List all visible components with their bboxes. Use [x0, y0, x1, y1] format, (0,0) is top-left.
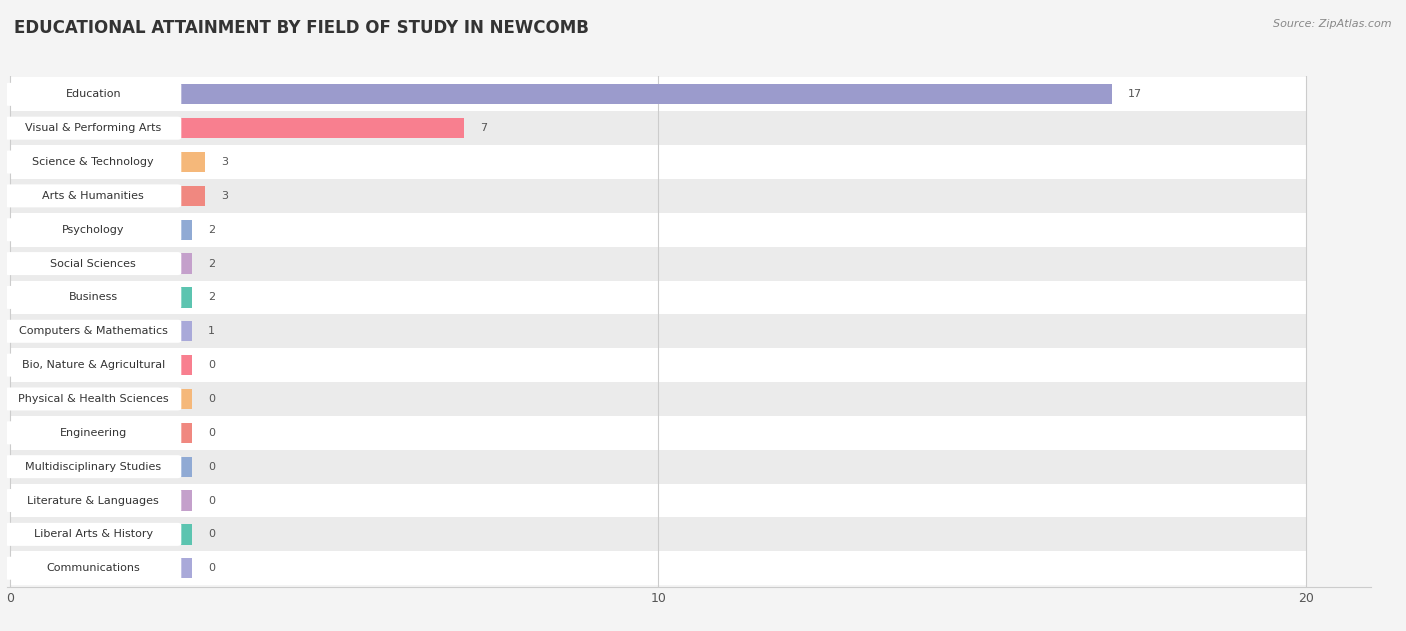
- Text: Liberal Arts & History: Liberal Arts & History: [34, 529, 153, 540]
- Text: Computers & Mathematics: Computers & Mathematics: [18, 326, 167, 336]
- Text: 17: 17: [1128, 90, 1142, 99]
- Text: Education: Education: [66, 90, 121, 99]
- FancyBboxPatch shape: [10, 111, 1306, 145]
- FancyBboxPatch shape: [10, 314, 1306, 348]
- Bar: [10, 186, 205, 206]
- Text: Science & Technology: Science & Technology: [32, 157, 155, 167]
- Text: Visual & Performing Arts: Visual & Performing Arts: [25, 123, 162, 133]
- FancyBboxPatch shape: [6, 83, 181, 106]
- FancyBboxPatch shape: [6, 320, 181, 343]
- Text: Business: Business: [69, 292, 118, 302]
- Text: 0: 0: [208, 495, 215, 505]
- Bar: [10, 254, 191, 274]
- FancyBboxPatch shape: [6, 218, 181, 241]
- Text: 2: 2: [208, 225, 215, 235]
- FancyBboxPatch shape: [6, 557, 181, 580]
- Text: 0: 0: [208, 529, 215, 540]
- Bar: [10, 220, 191, 240]
- FancyBboxPatch shape: [10, 145, 1306, 179]
- Bar: [10, 389, 191, 409]
- FancyBboxPatch shape: [6, 489, 181, 512]
- FancyBboxPatch shape: [10, 281, 1306, 314]
- FancyBboxPatch shape: [10, 382, 1306, 416]
- FancyBboxPatch shape: [6, 184, 181, 208]
- FancyBboxPatch shape: [10, 416, 1306, 450]
- Text: 2: 2: [208, 259, 215, 269]
- FancyBboxPatch shape: [6, 422, 181, 444]
- Bar: [10, 423, 191, 443]
- FancyBboxPatch shape: [6, 353, 181, 377]
- Text: 2: 2: [208, 292, 215, 302]
- Text: Communications: Communications: [46, 563, 141, 573]
- Bar: [10, 355, 191, 375]
- Text: 0: 0: [208, 563, 215, 573]
- Text: 7: 7: [479, 123, 486, 133]
- FancyBboxPatch shape: [10, 517, 1306, 551]
- FancyBboxPatch shape: [10, 247, 1306, 281]
- Text: Multidisciplinary Studies: Multidisciplinary Studies: [25, 462, 162, 471]
- FancyBboxPatch shape: [6, 286, 181, 309]
- Bar: [10, 152, 205, 172]
- FancyBboxPatch shape: [10, 551, 1306, 585]
- Text: Arts & Humanities: Arts & Humanities: [42, 191, 143, 201]
- Bar: [10, 118, 464, 138]
- Text: 0: 0: [208, 462, 215, 471]
- FancyBboxPatch shape: [6, 523, 181, 546]
- Text: Bio, Nature & Agricultural: Bio, Nature & Agricultural: [21, 360, 165, 370]
- FancyBboxPatch shape: [6, 455, 181, 478]
- Bar: [10, 321, 191, 341]
- FancyBboxPatch shape: [10, 78, 1306, 111]
- Text: 0: 0: [208, 428, 215, 438]
- Text: 0: 0: [208, 360, 215, 370]
- FancyBboxPatch shape: [6, 387, 181, 411]
- Bar: [10, 524, 191, 545]
- Text: Social Sciences: Social Sciences: [51, 259, 136, 269]
- Bar: [10, 84, 1112, 105]
- Text: Engineering: Engineering: [59, 428, 127, 438]
- Bar: [10, 558, 191, 579]
- Text: 0: 0: [208, 394, 215, 404]
- Text: Physical & Health Sciences: Physical & Health Sciences: [18, 394, 169, 404]
- Text: Source: ZipAtlas.com: Source: ZipAtlas.com: [1274, 19, 1392, 29]
- FancyBboxPatch shape: [10, 213, 1306, 247]
- Text: EDUCATIONAL ATTAINMENT BY FIELD OF STUDY IN NEWCOMB: EDUCATIONAL ATTAINMENT BY FIELD OF STUDY…: [14, 19, 589, 37]
- FancyBboxPatch shape: [10, 483, 1306, 517]
- FancyBboxPatch shape: [6, 252, 181, 275]
- FancyBboxPatch shape: [6, 151, 181, 174]
- FancyBboxPatch shape: [10, 179, 1306, 213]
- Text: 3: 3: [221, 157, 228, 167]
- Bar: [10, 287, 191, 307]
- FancyBboxPatch shape: [6, 117, 181, 139]
- Bar: [10, 490, 191, 510]
- Text: Psychology: Psychology: [62, 225, 125, 235]
- FancyBboxPatch shape: [10, 450, 1306, 483]
- Text: 1: 1: [208, 326, 215, 336]
- FancyBboxPatch shape: [10, 348, 1306, 382]
- Text: Literature & Languages: Literature & Languages: [27, 495, 159, 505]
- Bar: [10, 456, 191, 477]
- Text: 3: 3: [221, 191, 228, 201]
